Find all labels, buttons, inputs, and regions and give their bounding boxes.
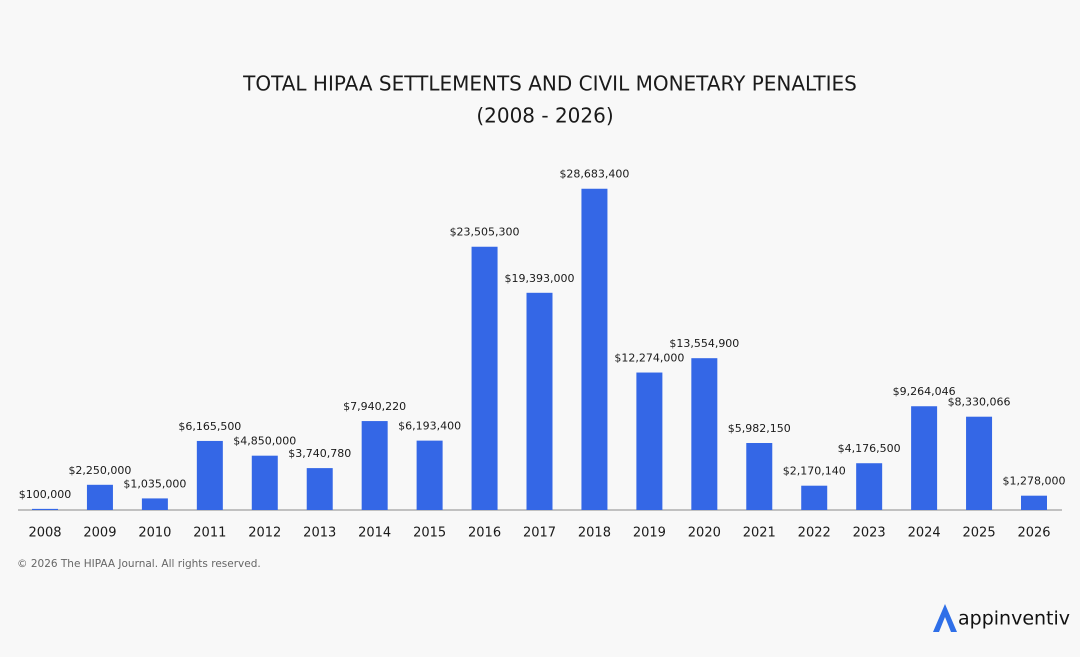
x-tick-label: 2017 <box>523 526 556 541</box>
x-tick-label: 2012 <box>248 526 281 541</box>
value-label: $28,683,400 <box>559 168 629 181</box>
bar <box>361 421 388 510</box>
bar <box>141 498 168 510</box>
bar <box>691 358 718 510</box>
value-label: $2,250,000 <box>68 464 131 477</box>
bar <box>1021 495 1047 510</box>
bar <box>32 508 58 510</box>
value-label: $100,000 <box>19 488 72 501</box>
bar <box>746 442 773 510</box>
value-label: $1,035,000 <box>123 477 186 490</box>
x-tick-label: 2013 <box>303 526 336 541</box>
x-tick-label: 2015 <box>413 526 446 541</box>
x-tick-label: 2020 <box>688 526 721 541</box>
bar <box>801 485 828 510</box>
logo-text: appinventiv <box>958 608 1070 630</box>
value-label: $7,940,220 <box>343 400 406 413</box>
x-tick-label: 2018 <box>578 526 611 541</box>
value-label: $13,554,900 <box>669 337 739 350</box>
logo-icon <box>933 604 957 632</box>
bar <box>251 455 278 510</box>
bar <box>526 292 553 510</box>
chart-title: TOTAL HIPAA SETTLEMENTS AND CIVIL MONETA… <box>242 72 857 96</box>
x-tick-label: 2021 <box>743 526 776 541</box>
bar <box>306 468 333 510</box>
copyright: © 2026 The HIPAA Journal. All rights res… <box>17 558 261 570</box>
x-tick-label: 2008 <box>28 526 61 541</box>
bar <box>416 440 443 510</box>
x-tick-label: 2023 <box>853 526 886 541</box>
x-tick-label: 2011 <box>193 526 226 541</box>
bar <box>86 484 113 510</box>
x-tick-label: 2024 <box>908 526 941 541</box>
bar <box>471 246 498 510</box>
value-label: $2,170,140 <box>783 465 846 478</box>
x-tick-label: 2014 <box>358 526 391 541</box>
x-tick-label: 2019 <box>633 526 666 541</box>
bar <box>581 188 608 511</box>
x-tick-label: 2009 <box>83 526 116 541</box>
value-label: $4,176,500 <box>838 442 901 455</box>
bar <box>911 406 938 510</box>
value-label: $5,982,150 <box>728 422 791 435</box>
value-label: $3,740,780 <box>288 447 351 460</box>
value-label: $6,193,400 <box>398 420 461 433</box>
bar <box>966 416 993 510</box>
value-label: $12,274,000 <box>614 352 684 365</box>
x-tick-label: 2026 <box>1017 526 1050 541</box>
bar <box>856 463 883 510</box>
x-tick-label: 2025 <box>963 526 996 541</box>
value-label: $19,393,000 <box>505 272 575 285</box>
value-label: $6,165,500 <box>178 420 241 433</box>
value-label: $4,850,000 <box>233 435 296 448</box>
value-label: $9,264,046 <box>893 385 956 398</box>
x-tick-label: 2022 <box>798 526 831 541</box>
value-label: $23,505,300 <box>450 226 520 239</box>
logo: appinventiv <box>933 604 1070 632</box>
chart-subtitle: (2008 - 2026) <box>476 104 613 128</box>
value-label: $8,330,066 <box>948 396 1011 409</box>
x-tick-label: 2010 <box>138 526 171 541</box>
value-label: $1,278,000 <box>1003 475 1066 488</box>
bar <box>196 440 223 510</box>
bar <box>636 372 663 510</box>
x-tick-label: 2016 <box>468 526 501 541</box>
